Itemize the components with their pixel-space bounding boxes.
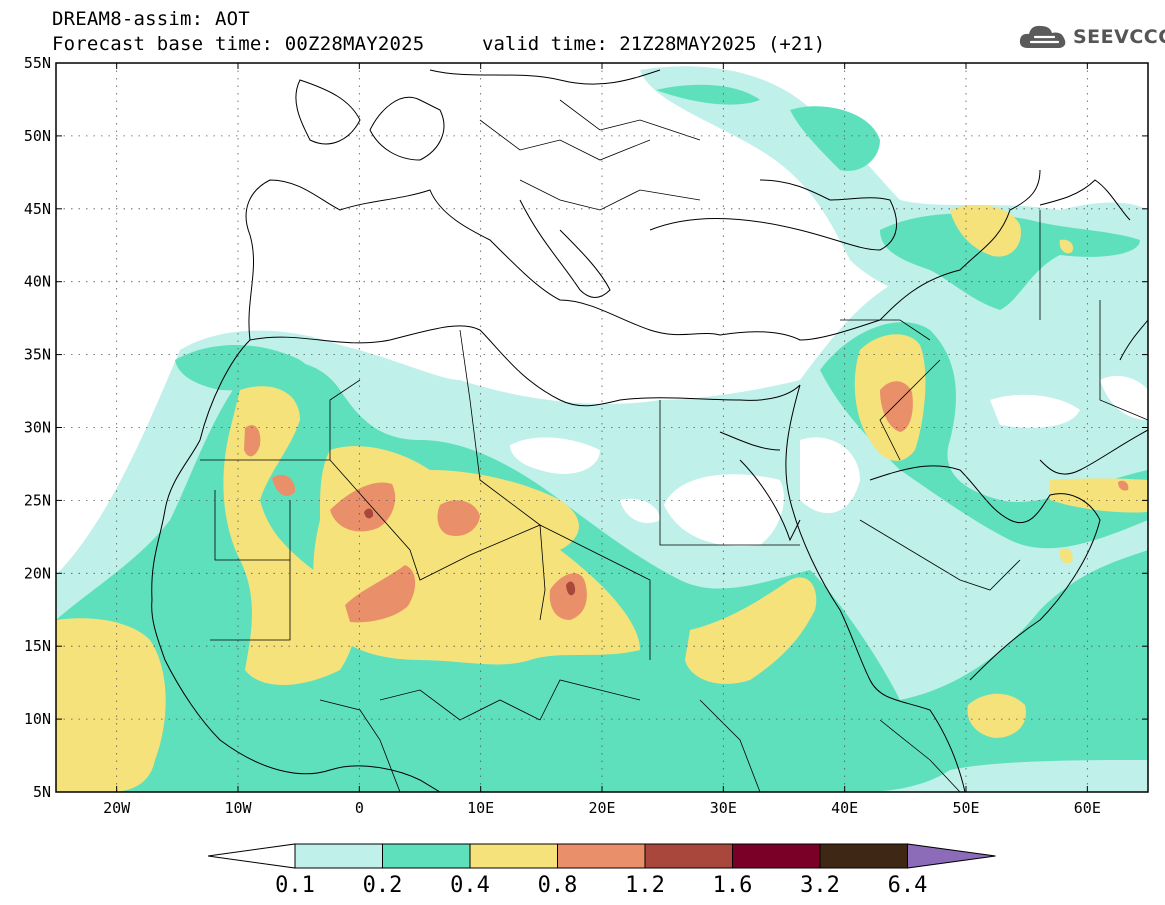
lat-label: 55N [24,54,51,72]
lat-label: 40N [24,273,51,291]
lon-label: 10W [224,799,252,817]
longitude-labels: 20W 10W 0 10E 20E 30E 40E 50E 60E [103,799,1101,817]
lat-lon-grid [56,62,1148,793]
lon-label: 20W [103,799,131,817]
valid-time: valid time: 21Z28MAY2025 (+21) [482,33,826,55]
lon-label: 10E [467,799,494,817]
lon-label: 30E [710,799,737,817]
lon-label: 0 [355,799,364,817]
country-borders [200,99,1148,792]
aot-level-1-2 [364,508,576,596]
lat-label: 10N [24,710,51,728]
aot-field [56,66,1148,792]
lon-label: 20E [588,799,615,817]
lat-label: 20N [24,564,51,582]
lat-label: 30N [24,419,51,437]
seevccc-logo: SEEVCCC [1018,22,1165,52]
lon-label: 60E [1074,799,1101,817]
forecast-base-time: Forecast base time: 00Z28MAY2025 [52,33,425,55]
lat-label: 25N [24,491,51,509]
lon-label: 40E [831,799,858,817]
lat-label: 35N [24,346,51,364]
lat-label: 15N [24,637,51,655]
latitude-labels: 55N 50N 45N 40N 35N 30N 25N 20N 15N 10N 5N [24,54,51,801]
lat-label: 5N [33,783,51,801]
cloud-icon [1019,25,1066,48]
lon-label: 50E [952,799,979,817]
axis-ticks [56,62,1148,793]
aot-level-0-8 [244,381,1129,623]
lat-label: 50N [24,127,51,145]
lat-label: 45N [24,200,51,218]
map-title: DREAM8-assim: AOT [52,8,250,30]
coastlines [151,69,1148,792]
logo-text: SEEVCCC [1073,26,1165,48]
